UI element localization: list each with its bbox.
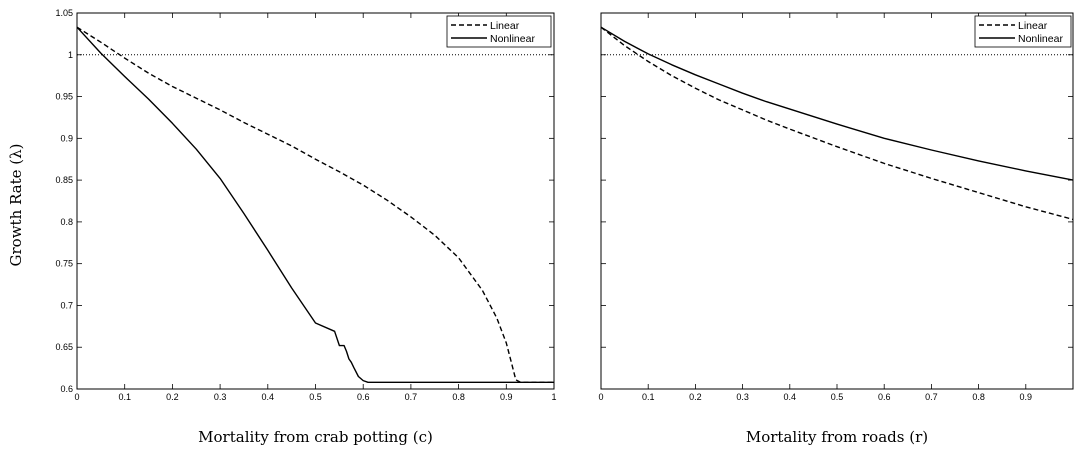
y-tick-label: 0.75 [55, 259, 73, 269]
left-panel: 0 0.1 0.2 0.3 0.4 0.5 0.6 0.7 0.8 0.9 1 0.6 0.65 0.7 0… [55, 8, 556, 446]
x-tick-label: 0.7 [405, 392, 418, 402]
legend-box [974, 15, 1072, 48]
x-tick-label: 0.7 [925, 392, 938, 402]
right-panel: 0 0.1 0.2 0.3 0.4 0.5 0.6 0.7 0.8 0.9 Mortality fr… [598, 12, 1074, 446]
y-tick-label: 0.6 [60, 384, 73, 394]
series-line-nonlinear [600, 26, 1074, 181]
y-axis-label: Growth Rate (λ) [7, 144, 25, 267]
y-tick-label: 0.85 [55, 175, 73, 185]
x-tick-label: 0.9 [1020, 392, 1033, 402]
x-tick-label: 0.2 [689, 392, 702, 402]
y-tick-label: 0.9 [60, 133, 73, 143]
x-tick-label: 0.1 [118, 392, 131, 402]
series-line-nonlinear [76, 26, 554, 383]
x-tick-label: 0.3 [736, 392, 749, 402]
series-line-linear [600, 26, 1074, 221]
x-tick-label: 0.6 [357, 392, 370, 402]
y-tick-label: 1.05 [55, 8, 73, 18]
x-tick-label: 0.8 [972, 392, 985, 402]
x-axis-label: Mortality from roads (r) [746, 428, 928, 446]
y-tick-label: 0.95 [55, 92, 73, 102]
x-tick-label: 0.4 [784, 392, 797, 402]
x-tick-label: 0.4 [262, 392, 275, 402]
x-tick-label: 0.9 [500, 392, 513, 402]
x-tick-label: 0.6 [878, 392, 891, 402]
x-tick-label: 0 [598, 392, 603, 402]
x-tick-label: 0.3 [214, 392, 227, 402]
series-line-linear [76, 26, 554, 383]
x-tick-label: 0.5 [831, 392, 844, 402]
axes-frame [600, 12, 1074, 390]
legend-label-nonlinear: Nonlinear [1018, 33, 1063, 45]
y-tick-label: 0.8 [60, 217, 73, 227]
x-tick-label: 0.8 [452, 392, 465, 402]
axes-frame [76, 12, 555, 390]
legend-label-linear: Linear [490, 20, 520, 32]
y-tick-label: 1 [68, 50, 73, 60]
y-tick-label: 0.65 [55, 342, 73, 352]
x-tick-label: 0 [74, 392, 79, 402]
y-tick-label: 0.7 [60, 300, 73, 310]
legend-label-linear: Linear [1018, 20, 1048, 32]
legend-label-nonlinear: Nonlinear [490, 33, 535, 45]
x-axis-label: Mortality from crab potting (c) [198, 428, 433, 446]
legend-box [446, 15, 552, 48]
x-tick-label: 0.5 [309, 392, 322, 402]
x-tick-label: 0.1 [642, 392, 655, 402]
x-tick-label: 1 [551, 392, 556, 402]
x-tick-label: 0.2 [166, 392, 179, 402]
